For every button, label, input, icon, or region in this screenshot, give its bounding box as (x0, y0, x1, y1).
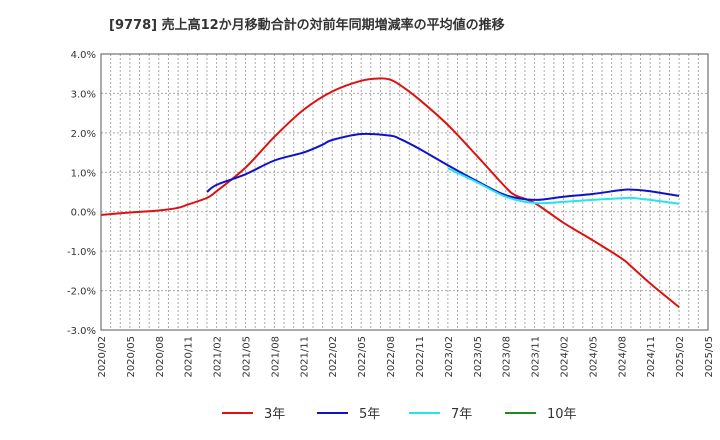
x-tick-label: 2023/11 (531, 336, 542, 378)
x-tick-label: 2024/02 (559, 336, 570, 378)
plot-area (100, 53, 709, 331)
x-tick-label: 2024/08 (617, 336, 628, 378)
x-tick-label: 2024/05 (588, 336, 599, 378)
x-tick-label: 2025/02 (675, 336, 686, 378)
x-tick-label: 2020/08 (155, 336, 166, 378)
x-tick-label: 2022/05 (357, 336, 368, 378)
grid (101, 53, 709, 331)
legend-label: 5年 (359, 407, 380, 422)
y-tick-label: 0.0% (71, 208, 96, 219)
series-lines (100, 77, 680, 308)
x-tick-label: 2025/05 (704, 336, 715, 378)
y-tick-label: 4.0% (71, 50, 96, 61)
legend-label: 10年 (547, 407, 577, 422)
y-tick-label: -1.0% (67, 247, 96, 258)
legend: 3年 5年 7年 10年 (222, 407, 577, 422)
x-tick-label: 2023/02 (444, 336, 455, 378)
x-tick-label: 2022/11 (415, 336, 426, 378)
y-tick-label: 1.0% (71, 168, 96, 179)
y-tick-label: 2.0% (71, 129, 96, 140)
x-tick-label: 2021/05 (242, 336, 253, 378)
y-axis-ticks: 4.0% 3.0% 2.0% 1.0% 0.0% -1.0% -2.0% -3.0% (67, 50, 96, 337)
x-axis-ticks: 2020/02 2020/05 2020/08 2020/11 2021/02 2021/… (97, 336, 715, 378)
x-tick-label: 2023/08 (502, 336, 513, 378)
x-tick-label: 2024/11 (646, 336, 657, 378)
legend-label: 7年 (451, 407, 472, 422)
x-tick-label: 2023/05 (473, 336, 484, 378)
series-line-3年 (100, 77, 680, 308)
y-tick-label: -2.0% (67, 287, 96, 298)
x-tick-label: 2021/11 (299, 336, 310, 378)
x-tick-label: 2020/05 (126, 336, 137, 378)
legend-label: 3年 (264, 407, 285, 422)
x-tick-label: 2020/11 (184, 336, 195, 378)
x-tick-label: 2020/02 (97, 336, 108, 378)
x-tick-label: 2022/08 (386, 336, 397, 378)
x-tick-label: 2021/08 (270, 336, 281, 378)
series-line-7年 (447, 167, 680, 205)
y-tick-label: 3.0% (71, 89, 96, 100)
x-tick-label: 2021/02 (213, 336, 224, 378)
series-line-5年 (206, 132, 680, 201)
y-tick-label: -3.0% (67, 326, 96, 337)
chart-title: [9778] 売上高12か月移動合計の対前年同期増減率の平均値の推移 (109, 17, 505, 33)
x-tick-label: 2022/02 (328, 336, 339, 378)
